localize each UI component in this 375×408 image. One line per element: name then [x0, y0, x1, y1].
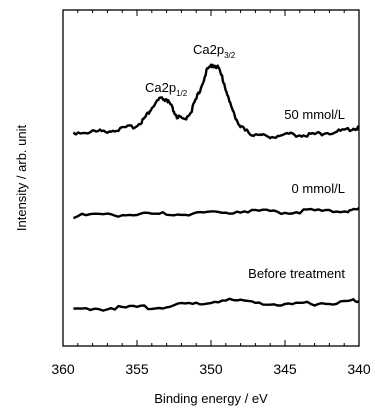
peak-label-ca2p-3-2-sub: 3/2 — [224, 51, 236, 60]
x-tick-label-355: 355 — [125, 361, 149, 377]
x-tick-label-345: 345 — [273, 361, 297, 377]
x-tick-label-340: 340 — [347, 361, 371, 377]
series-line-2 — [73, 297, 360, 312]
series-label-before-treatment: Before treatment — [248, 266, 345, 281]
plot-frame — [62, 9, 360, 347]
peak-label-ca2p-1-2-main: Ca2p — [145, 80, 176, 95]
x-axis-label: Binding energy / eV — [154, 391, 268, 406]
x-ticks: 360 355 350 345 340 — [51, 10, 371, 377]
peak-label-ca2p-3-2-main: Ca2p — [193, 42, 224, 57]
series-label-0mmol: 0 mmol/L — [292, 181, 345, 196]
series-line-1 — [72, 207, 360, 220]
peak-label-ca2p-3-2: Ca2p3/2 — [193, 42, 236, 60]
y-axis-label: Intensity / arb. unit — [14, 125, 29, 232]
x-tick-label-360: 360 — [51, 361, 75, 377]
peak-label-ca2p-1-2-sub: 1/2 — [176, 89, 188, 98]
series-traces — [72, 63, 360, 312]
peak-label-ca2p-1-2: Ca2p1/2 — [145, 80, 188, 98]
series-label-50mmol: 50 mmol/L — [284, 107, 345, 122]
series-line-0 — [72, 63, 360, 140]
x-tick-label-350: 350 — [199, 361, 223, 377]
